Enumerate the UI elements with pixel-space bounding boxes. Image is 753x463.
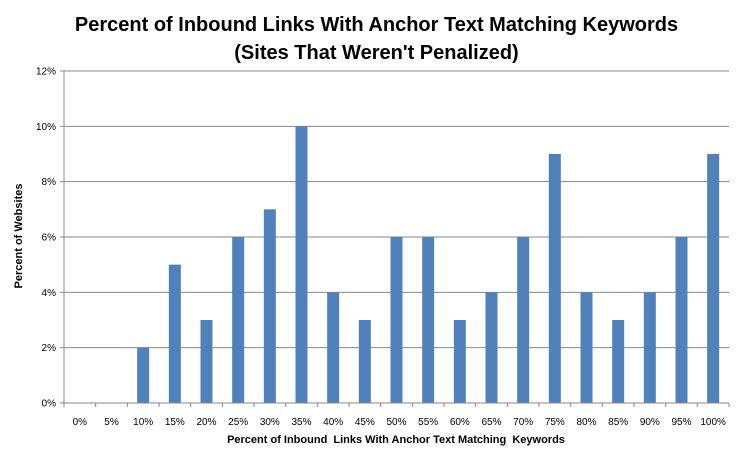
bar-75% bbox=[548, 154, 561, 403]
x-tick-label: 95% bbox=[671, 417, 691, 428]
bar-55% bbox=[422, 237, 435, 403]
x-tick-label: 5% bbox=[104, 417, 119, 428]
bar-50% bbox=[390, 237, 403, 403]
bar-85% bbox=[612, 320, 625, 403]
bar-15% bbox=[168, 264, 181, 403]
y-tick-label: 4% bbox=[42, 288, 57, 299]
x-tick-label: 50% bbox=[386, 417, 406, 428]
y-tick-label: 8% bbox=[42, 177, 57, 188]
chart-subtitle: (Sites That Weren't Penalized) bbox=[234, 42, 519, 64]
x-tick-label: 30% bbox=[260, 417, 280, 428]
bar-95% bbox=[675, 237, 688, 403]
x-tick-label: 10% bbox=[133, 417, 153, 428]
x-tick-label: 25% bbox=[228, 417, 248, 428]
x-tick-label: 15% bbox=[165, 417, 185, 428]
x-tick-label: 55% bbox=[418, 417, 438, 428]
x-tick-label: 60% bbox=[450, 417, 470, 428]
bar-30% bbox=[263, 209, 276, 403]
x-tick-label: 70% bbox=[513, 417, 533, 428]
y-tick-label: 12% bbox=[36, 67, 56, 78]
y-tick-label: 6% bbox=[42, 233, 57, 244]
x-axis-label: Percent of Inbound Links With Anchor Tex… bbox=[227, 434, 565, 446]
bar-10% bbox=[137, 347, 150, 403]
bar-40% bbox=[327, 292, 340, 403]
x-tick-label: 80% bbox=[576, 417, 596, 428]
y-tick-label: 2% bbox=[42, 343, 57, 354]
bar-35% bbox=[295, 126, 308, 403]
bar-70% bbox=[517, 237, 530, 403]
x-tick-label: 20% bbox=[196, 417, 216, 428]
y-tick-label: 10% bbox=[36, 122, 56, 133]
x-tick-label: 65% bbox=[481, 417, 501, 428]
bar-65% bbox=[485, 292, 498, 403]
bar-90% bbox=[643, 292, 656, 403]
x-tick-label: 45% bbox=[355, 417, 375, 428]
x-tick-label: 75% bbox=[545, 417, 565, 428]
bar-80% bbox=[580, 292, 593, 403]
bar-45% bbox=[358, 320, 371, 403]
x-tick-label: 0% bbox=[73, 417, 88, 428]
x-tick-label: 35% bbox=[291, 417, 311, 428]
x-tick-label: 100% bbox=[700, 417, 726, 428]
bar-60% bbox=[453, 320, 466, 403]
bar-25% bbox=[232, 237, 245, 403]
x-tick-label: 85% bbox=[608, 417, 628, 428]
y-tick-label: 0% bbox=[42, 399, 57, 410]
x-tick-label: 40% bbox=[323, 417, 343, 428]
bar-100% bbox=[707, 154, 720, 403]
y-axis-label: Percent of Websites bbox=[13, 184, 25, 289]
chart-title: Percent of Inbound Links With Anchor Tex… bbox=[74, 14, 679, 36]
bar-20% bbox=[200, 320, 213, 403]
x-tick-label: 90% bbox=[640, 417, 660, 428]
